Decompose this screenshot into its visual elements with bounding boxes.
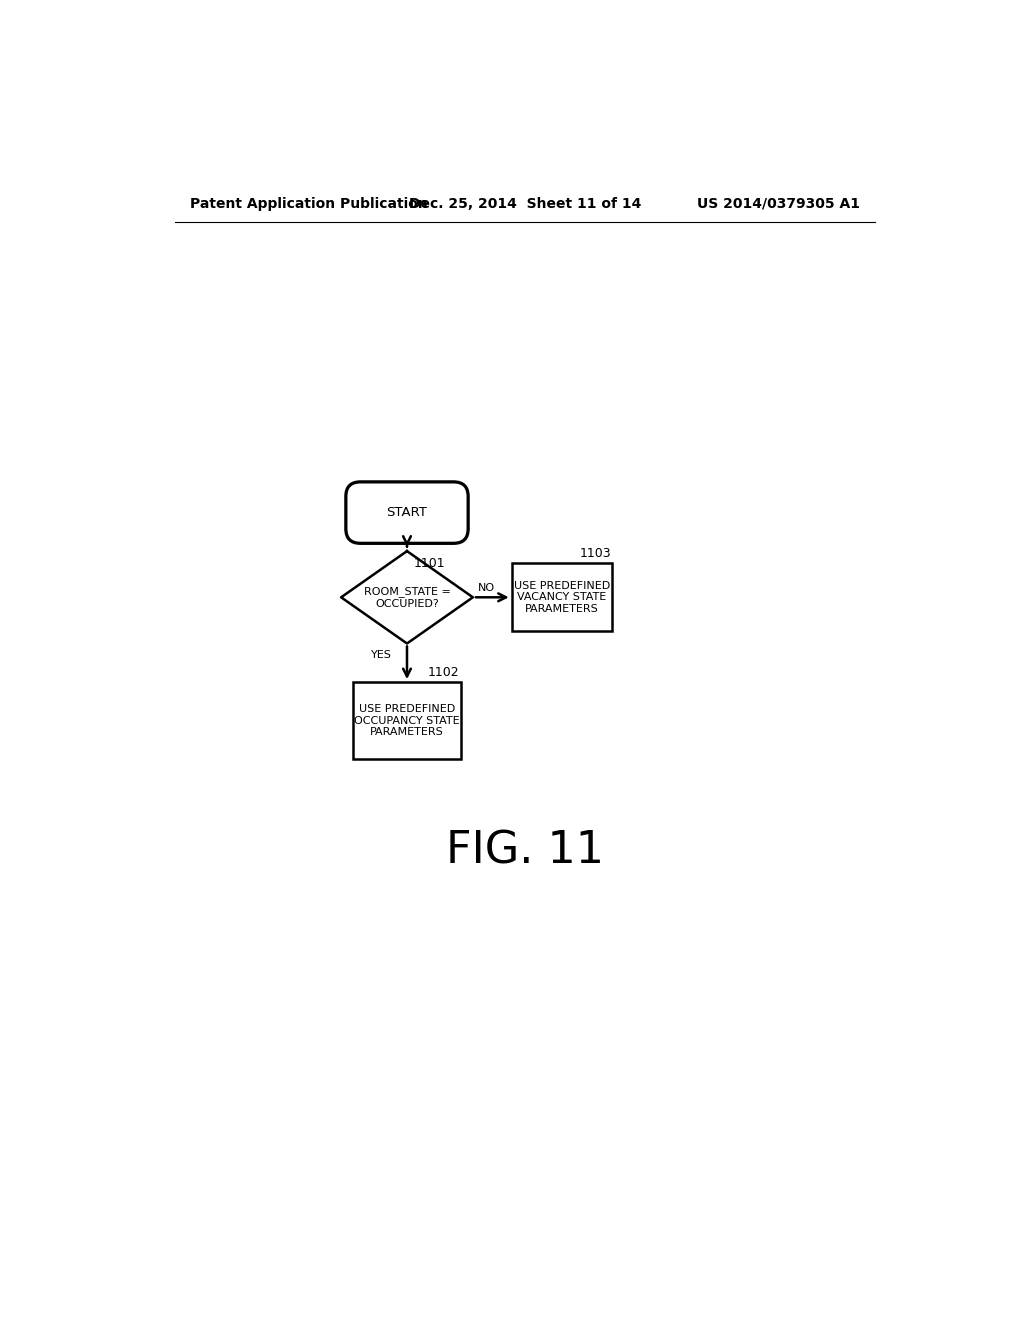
Bar: [512, 564, 612, 631]
Bar: [352, 682, 461, 759]
FancyBboxPatch shape: [346, 482, 468, 544]
Text: 1101: 1101: [414, 557, 444, 570]
Text: USE PREDEFINED
VACANCY STATE
PARAMETERS: USE PREDEFINED VACANCY STATE PARAMETERS: [514, 581, 610, 614]
Text: 1102: 1102: [428, 665, 460, 678]
Text: US 2014/0379305 A1: US 2014/0379305 A1: [696, 197, 859, 211]
Text: 1103: 1103: [580, 548, 611, 560]
Text: START: START: [387, 506, 427, 519]
Text: USE PREDEFINED
OCCUPANCY STATE
PARAMETERS: USE PREDEFINED OCCUPANCY STATE PARAMETER…: [354, 704, 460, 737]
Text: YES: YES: [371, 649, 391, 660]
Text: ROOM_STATE =
OCCUPIED?: ROOM_STATE = OCCUPIED?: [364, 586, 451, 609]
Text: Patent Application Publication: Patent Application Publication: [190, 197, 428, 211]
Text: FIG. 11: FIG. 11: [445, 830, 604, 873]
Text: NO: NO: [477, 582, 495, 593]
Text: Dec. 25, 2014  Sheet 11 of 14: Dec. 25, 2014 Sheet 11 of 14: [409, 197, 641, 211]
